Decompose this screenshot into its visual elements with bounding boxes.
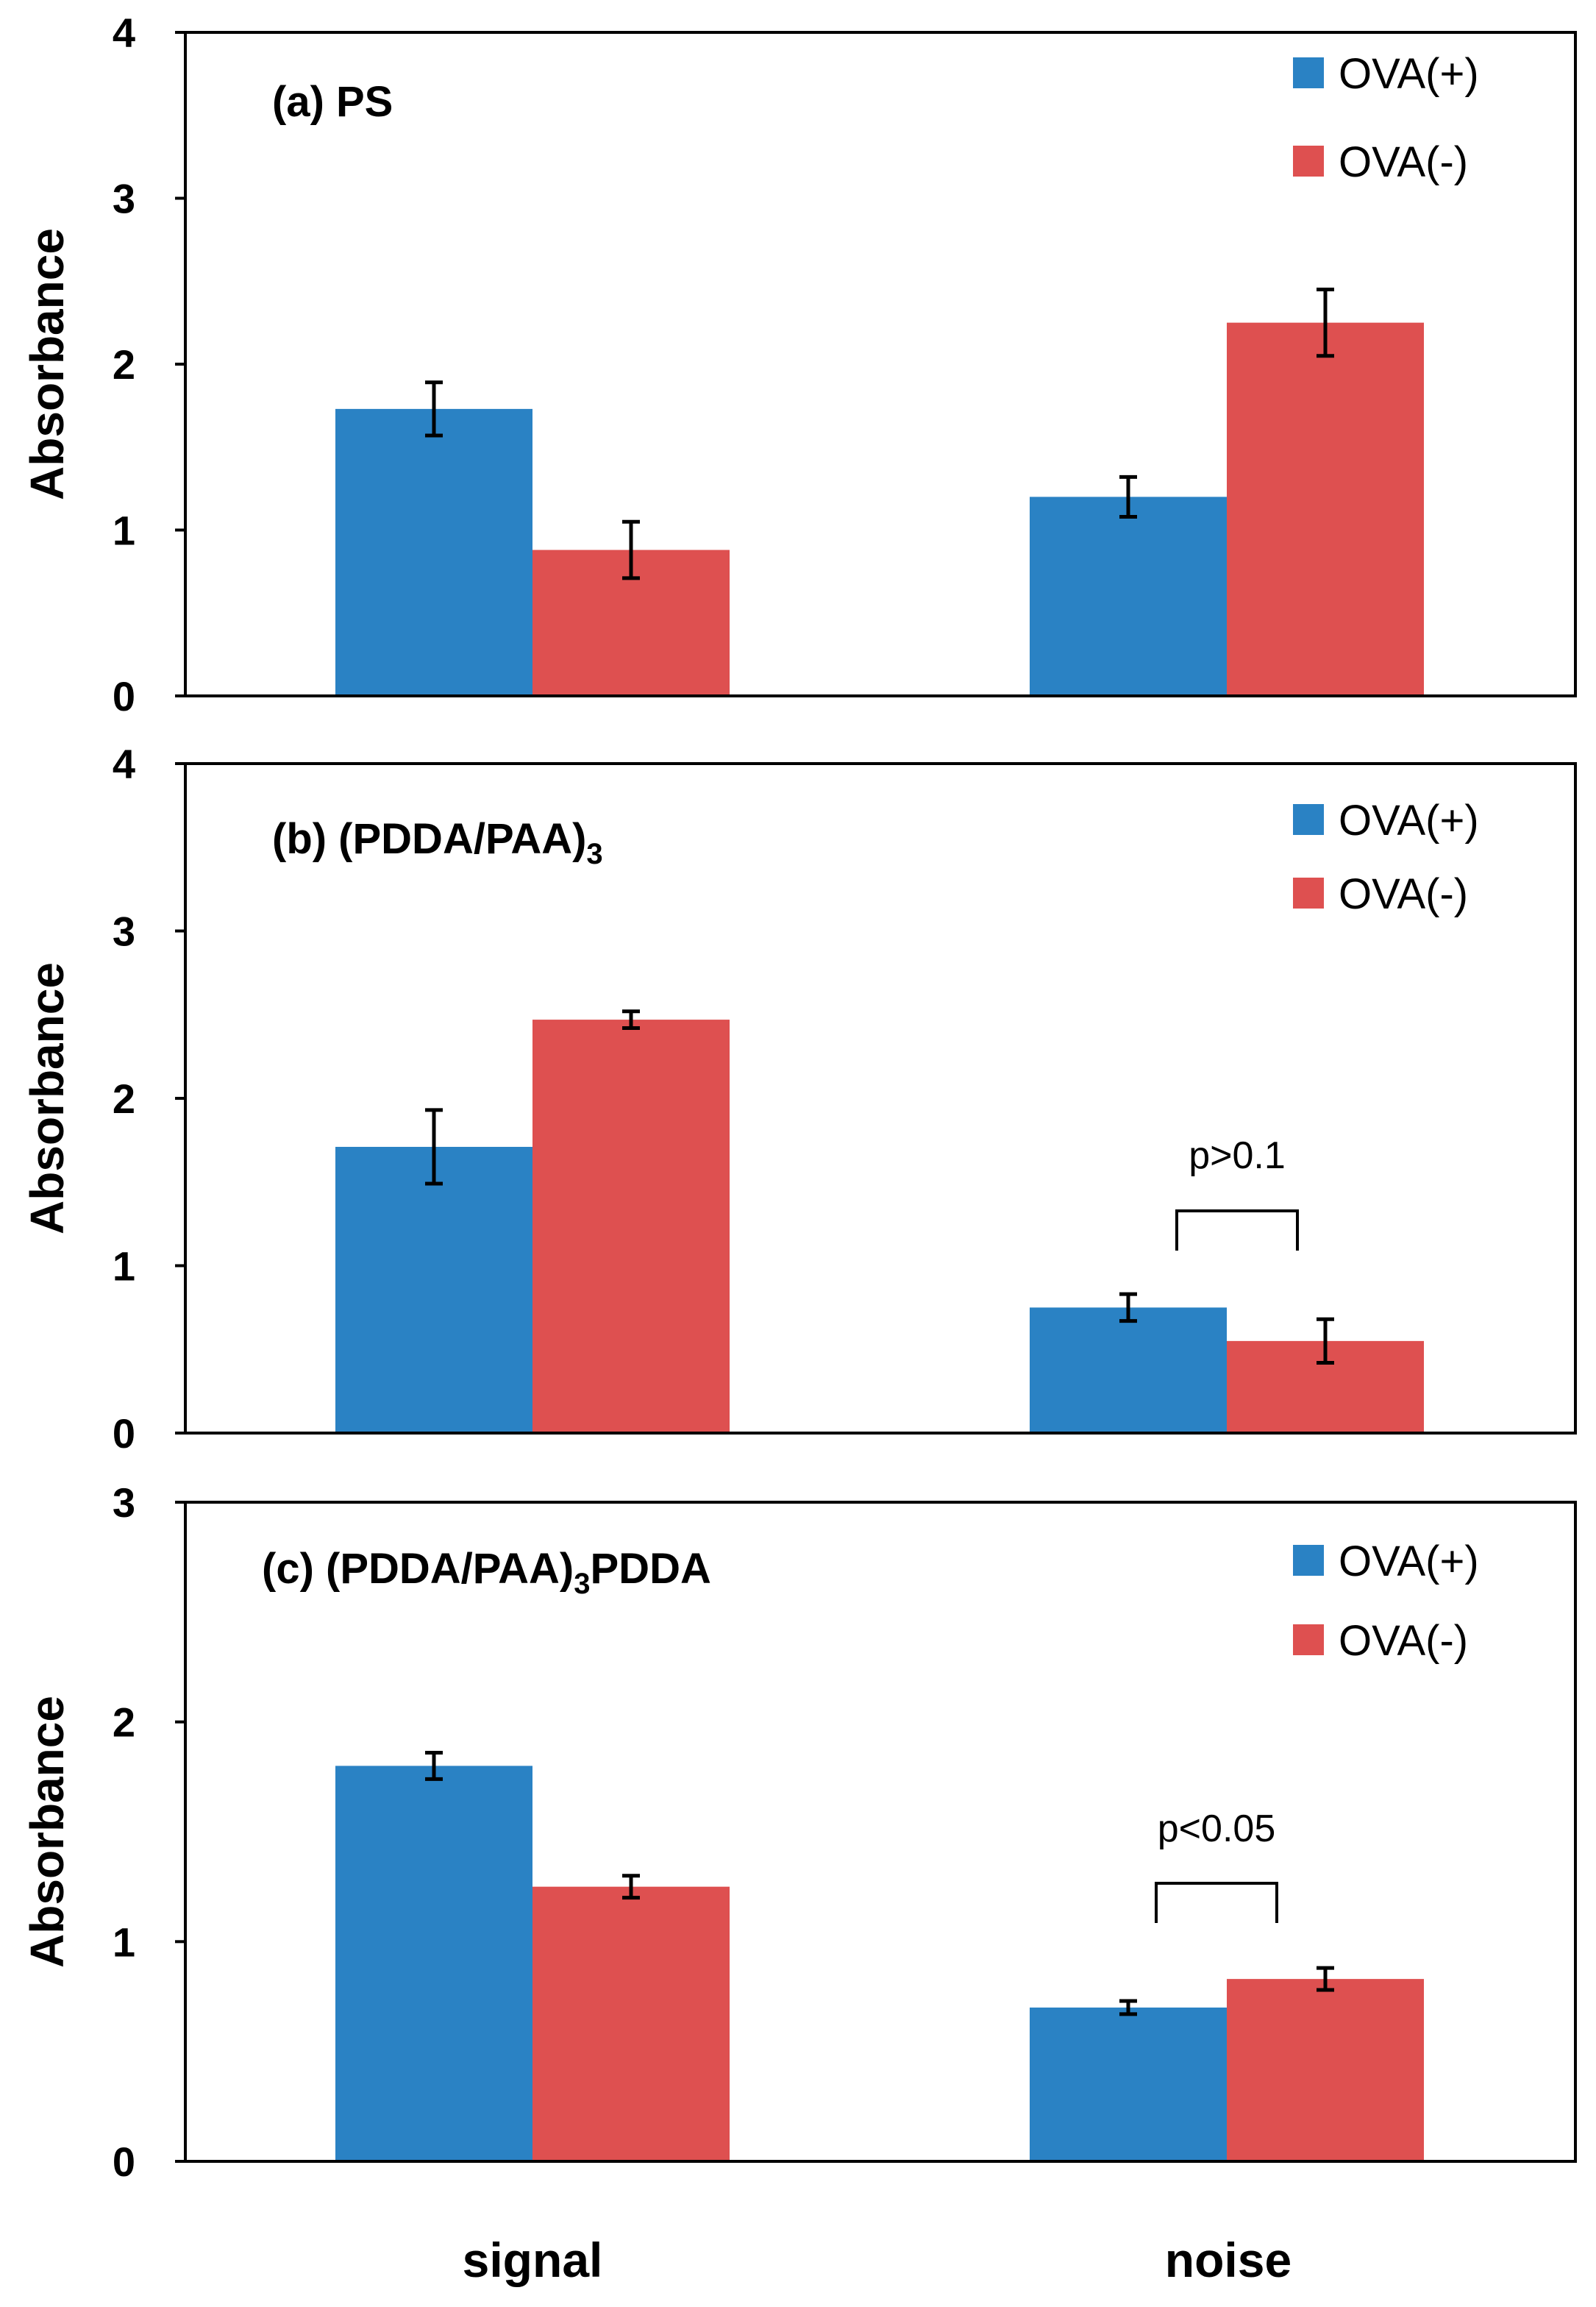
y-axis-label: Absorbance <box>21 962 74 1234</box>
y-tick-label: 1 <box>113 1243 135 1290</box>
y-tick-label: 2 <box>113 1076 135 1122</box>
panel-title: (a) PS <box>272 78 393 126</box>
bar-signal-ova-plus <box>335 1766 532 2161</box>
legend-swatch <box>1293 1545 1324 1576</box>
bar-signal-ova-minus <box>532 1020 730 1433</box>
bar-noise-ova-plus <box>1030 1307 1227 1433</box>
y-tick-label: 1 <box>113 508 135 554</box>
y-axis-label: Absorbance <box>21 228 74 500</box>
legend-swatch <box>1293 57 1324 88</box>
bar-noise-ova-plus <box>1030 497 1227 696</box>
significance-bracket <box>1175 1209 1299 1251</box>
plot-frame <box>184 1501 1577 2163</box>
y-tick-label: 3 <box>113 909 135 955</box>
panel-title: (c) (PDDA/PAA)3PDDA <box>262 1545 711 1600</box>
bar-signal-ova-plus <box>335 408 532 696</box>
y-axis-label: Absorbance <box>21 1696 74 1968</box>
bar-signal-ova-minus <box>532 1886 730 2161</box>
y-tick-label: 3 <box>113 1479 135 1526</box>
legend-swatch <box>1293 878 1324 909</box>
y-tick-label: 3 <box>113 176 135 222</box>
bar-noise-ova-minus <box>1227 1979 1424 2161</box>
y-tick-label: 1 <box>113 1919 135 1965</box>
legend-swatch <box>1293 1624 1324 1655</box>
legend-label: OVA(+) <box>1339 1538 1479 1585</box>
y-tick-label: 4 <box>113 741 135 787</box>
y-tick-label: 2 <box>113 341 135 388</box>
y-tick-label: 2 <box>113 1699 135 1746</box>
x-label-signal: signal <box>463 2233 603 2287</box>
bar-noise-ova-minus <box>1227 322 1424 696</box>
y-tick-label: 0 <box>113 1410 135 1457</box>
y-tick-label: 4 <box>113 10 135 56</box>
legend-label: OVA(-) <box>1339 1617 1468 1665</box>
legend-label: OVA(-) <box>1339 870 1468 918</box>
x-label-noise: noise <box>1165 2233 1292 2287</box>
legend-swatch <box>1293 146 1324 177</box>
bar-signal-ova-plus <box>335 1146 532 1433</box>
legend-label: OVA(-) <box>1339 138 1468 186</box>
legend-label: OVA(+) <box>1339 797 1479 845</box>
significance-label: p>0.1 <box>1189 1134 1286 1177</box>
significance-label: p<0.05 <box>1158 1807 1276 1850</box>
y-tick-label: 0 <box>113 673 135 719</box>
legend-swatch <box>1293 804 1324 835</box>
significance-bracket <box>1155 1882 1278 1923</box>
legend-label: OVA(+) <box>1339 50 1479 98</box>
bar-noise-ova-plus <box>1030 2007 1227 2161</box>
y-tick-label: 0 <box>113 2139 135 2185</box>
panel-title: (b) (PDDA/PAA)3 <box>272 815 603 870</box>
